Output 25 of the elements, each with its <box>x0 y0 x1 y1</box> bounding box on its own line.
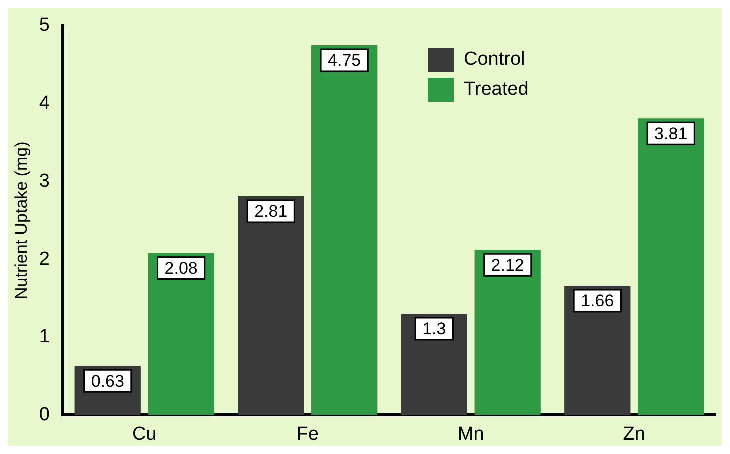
data-label: 4.75 <box>328 51 362 70</box>
y-tick-label: 1 <box>39 326 50 348</box>
data-label: 2.81 <box>254 202 288 222</box>
y-tick-label: 3 <box>39 170 50 192</box>
data-label: 2.08 <box>164 258 198 278</box>
bar <box>638 118 704 416</box>
legend-label: Treated <box>464 79 529 101</box>
x-tick-label: Fe <box>296 424 319 445</box>
data-label: 1.3 <box>422 320 446 339</box>
data-label: 2.12 <box>491 256 524 275</box>
y-tick-label: 0 <box>39 404 50 426</box>
y-axis-title: Nutrient Uptake (mg) <box>12 142 31 300</box>
y-tick-label: 4 <box>39 93 50 114</box>
bar <box>238 196 304 416</box>
x-tick-label: Mn <box>458 424 484 445</box>
data-label: 3.81 <box>654 124 688 144</box>
bar <box>312 45 378 416</box>
x-tick-label: Cu <box>132 424 157 445</box>
bar <box>148 253 214 416</box>
data-label: 1.66 <box>581 292 614 311</box>
data-label: 0.63 <box>91 372 124 391</box>
y-tick-label: 5 <box>39 15 50 36</box>
x-tick-label: Zn <box>623 424 646 445</box>
y-tick-label: 2 <box>39 248 50 270</box>
legend-label: Control <box>464 49 526 71</box>
